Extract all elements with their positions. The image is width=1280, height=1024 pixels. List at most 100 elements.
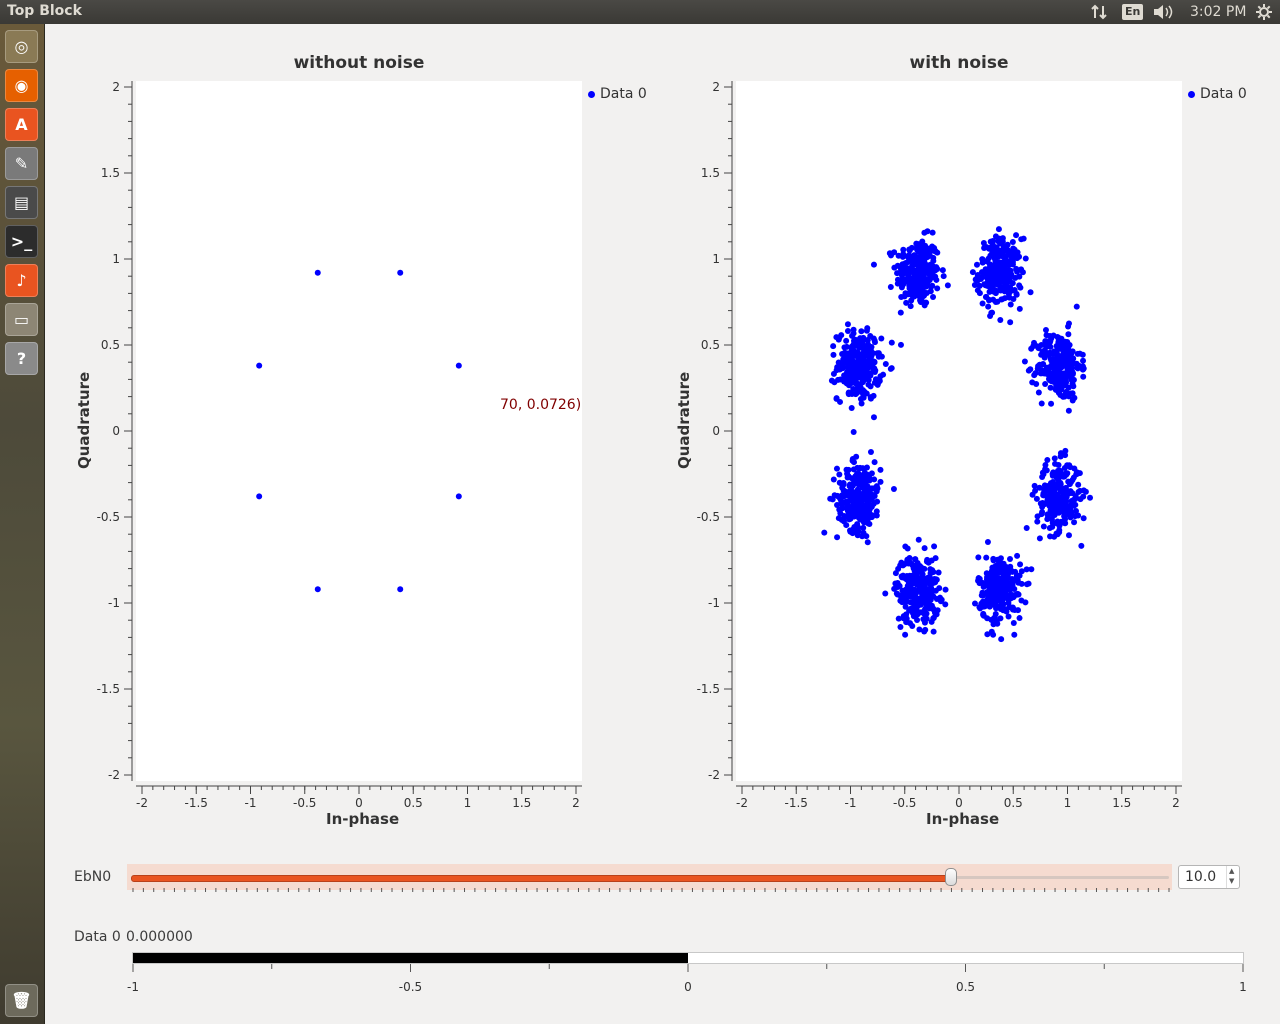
data-point: [864, 539, 871, 546]
gnuradio-icon[interactable]: ♪: [5, 264, 38, 297]
video-editor-icon[interactable]: ▤: [5, 186, 38, 219]
system-settings-icon[interactable]: ✎: [5, 147, 38, 180]
legend-marker: [588, 90, 595, 98]
keyboard-layout-indicator[interactable]: En: [1122, 0, 1144, 24]
data-point: [895, 565, 902, 572]
data-point: [1018, 597, 1025, 604]
y-tick-label: 0.5: [101, 338, 120, 352]
data-point: [1045, 366, 1052, 373]
dash-home-icon[interactable]: ◎: [5, 30, 38, 63]
spin-up-icon[interactable]: ▲: [1229, 867, 1235, 875]
data-point: [1047, 384, 1054, 391]
data-point: [1057, 363, 1064, 370]
data-point: [898, 271, 905, 278]
data-point: [846, 382, 853, 389]
data-point: [985, 303, 992, 310]
data-point: [1066, 365, 1073, 372]
x-tick-label: -2: [736, 796, 748, 810]
data-point: [998, 277, 1005, 284]
data-point: [1006, 268, 1013, 275]
data-point: [997, 317, 1004, 324]
data-point: [836, 471, 843, 478]
ebn0-slider-handle[interactable]: [945, 868, 958, 886]
data-point: [897, 624, 904, 631]
firefox-icon[interactable]: ◉: [5, 69, 38, 102]
data-point: [835, 359, 842, 366]
data-point: [911, 272, 918, 279]
data-point: [986, 595, 993, 602]
data-point: [857, 501, 864, 508]
spinbox-arrows[interactable]: ▲ ▼: [1226, 866, 1239, 888]
data-point: [993, 605, 1000, 612]
x-tick-label: -2: [136, 796, 148, 810]
x-tick-label: -1: [845, 796, 857, 810]
y-tick-label: -2: [708, 768, 720, 782]
left-legend[interactable]: Data 0: [588, 86, 647, 102]
x-tick-label: 0: [955, 796, 963, 810]
ebn0-spinbox[interactable]: 10.0 ▲ ▼: [1178, 865, 1240, 889]
data-point: [1077, 496, 1084, 503]
right-legend[interactable]: Data 0: [1188, 86, 1247, 102]
data-point: [894, 270, 901, 277]
right-plot-area[interactable]: [736, 81, 1182, 781]
data-point: [1069, 355, 1076, 362]
ebn0-spinbox-value[interactable]: 10.0: [1185, 869, 1217, 885]
data-point: [903, 573, 910, 580]
data-point: [1068, 509, 1075, 516]
volume-icon[interactable]: [1153, 0, 1175, 24]
data-point: [1006, 556, 1013, 563]
data-point: [1025, 367, 1032, 374]
data-point: [993, 263, 1000, 270]
data-point: [867, 383, 874, 390]
data-point: [1066, 462, 1073, 469]
y-tick-label: 2: [112, 80, 120, 94]
data-point: [1037, 370, 1044, 377]
spin-down-icon[interactable]: ▼: [1229, 877, 1235, 885]
data-point: [974, 273, 981, 280]
ebn0-slider-track: [951, 876, 1169, 879]
data-point: [908, 560, 915, 567]
data-point: [833, 465, 840, 472]
data-point: [1067, 390, 1074, 397]
trash-icon[interactable]: 🗑: [5, 984, 38, 1017]
data-point: [1071, 519, 1078, 526]
data-point: [1038, 400, 1045, 407]
data-point: [888, 339, 895, 346]
data-point: [874, 485, 881, 492]
left-plot-area[interactable]: [136, 81, 582, 781]
data-point: [931, 543, 938, 550]
data-point: [1000, 600, 1007, 607]
x-tick-label: 1: [1064, 796, 1072, 810]
data-point: [1075, 362, 1082, 369]
data-point: [921, 545, 928, 552]
software-center-icon[interactable]: A: [5, 108, 38, 141]
data-point: [1078, 542, 1085, 549]
files-icon[interactable]: ▭: [5, 303, 38, 336]
data-point: [1025, 580, 1032, 587]
data-point: [851, 495, 858, 502]
app-title: Top Block: [7, 3, 82, 19]
clock[interactable]: 3:02 PM: [1190, 4, 1247, 20]
data-point: [867, 354, 874, 361]
data-point: [971, 282, 978, 289]
data-point: [985, 255, 992, 262]
settings-gear-icon[interactable]: [1255, 0, 1273, 24]
data-point: [902, 631, 909, 638]
terminal-icon[interactable]: >_: [5, 225, 38, 258]
bar-scale-label: -1: [127, 980, 139, 994]
data-point: [1049, 523, 1056, 530]
data-point: [863, 359, 870, 366]
data-point: [1062, 382, 1069, 389]
data-point: [1009, 591, 1016, 598]
data-point: [989, 237, 996, 244]
data-point: [915, 241, 922, 248]
data-point: [851, 513, 858, 520]
network-icon[interactable]: [1091, 0, 1109, 24]
data-point: [1065, 503, 1072, 510]
data-point: [1035, 389, 1042, 396]
data-point: [1070, 376, 1077, 383]
data-point: [990, 572, 997, 579]
data-point: [866, 520, 873, 527]
help-icon[interactable]: ?: [5, 342, 38, 375]
data-point: [865, 500, 872, 507]
